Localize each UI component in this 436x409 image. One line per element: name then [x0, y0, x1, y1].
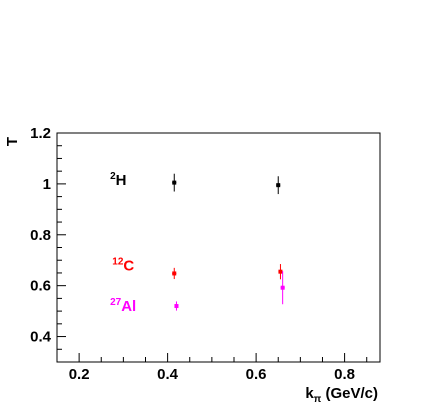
x-axis-label-subscript: π — [314, 394, 322, 405]
series-labels: 2H 12C 27Al — [110, 171, 136, 315]
axes — [56, 132, 381, 363]
plot-frame — [56, 132, 381, 363]
y-tick-label: 0.6 — [30, 278, 51, 295]
y-tick-label: 1.2 — [30, 125, 51, 142]
series-2H — [172, 173, 281, 195]
x-axis-label-main: k — [305, 385, 314, 402]
x-axis-label: kπ (GeV/c) — [305, 385, 378, 405]
ticks: 0.2 0.4 0.6 0.8 0.4 0.6 0.8 1 1.2 — [30, 125, 368, 383]
series-label-main: C — [123, 257, 134, 274]
y-axis-label: T — [4, 137, 21, 146]
y-tick-label: 0.4 — [30, 329, 52, 346]
data-layer — [172, 173, 285, 311]
x-tick-label: 0.6 — [246, 366, 267, 383]
series-27Al — [174, 271, 285, 311]
x-tick-label: 0.4 — [157, 366, 179, 383]
data-point — [276, 183, 281, 188]
data-point — [172, 271, 177, 276]
data-point — [172, 180, 177, 185]
x-tick-label: 0.8 — [334, 366, 355, 383]
series-label-27Al: 27Al — [110, 297, 136, 315]
x-tick-label: 0.2 — [69, 366, 90, 383]
series-label-12C: 12C — [112, 256, 134, 274]
x-axis-label-units: (GeV/c) — [321, 385, 378, 402]
series-label-superscript: 2 — [110, 171, 116, 182]
series-label-main: Al — [121, 298, 136, 315]
data-point — [280, 285, 285, 290]
series-label-superscript: 12 — [112, 256, 124, 267]
series-label-main: H — [116, 172, 127, 189]
data-point — [174, 304, 179, 309]
y-tick-label: 0.8 — [30, 227, 51, 244]
data-point — [278, 269, 283, 274]
series-label-superscript: 27 — [110, 297, 122, 308]
series-12C — [172, 264, 283, 280]
series-label-2H: 2H — [110, 171, 126, 189]
y-tick-label: 1 — [43, 176, 51, 193]
